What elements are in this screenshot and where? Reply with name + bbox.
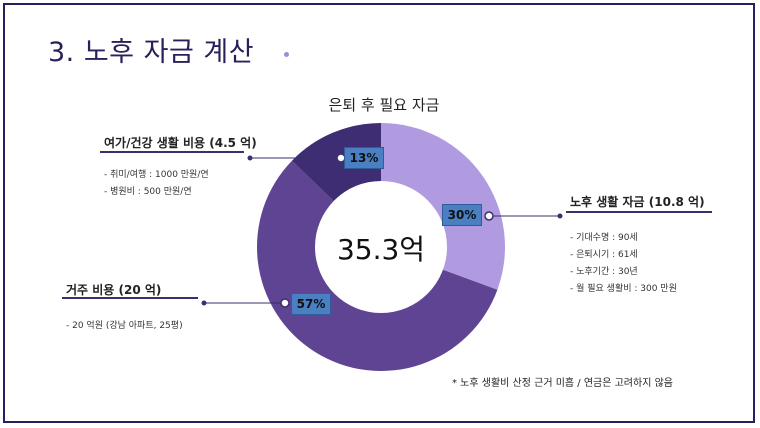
slide-title: 3. 노후 자금 계산 bbox=[48, 37, 255, 68]
donut-hole bbox=[315, 181, 447, 313]
bullet-retirement-period: - 노후기간 : 30년 bbox=[570, 267, 638, 277]
bullet-retirement-age: - 은퇴시기 : 61세 bbox=[570, 250, 638, 260]
bullet-retirement-monthly: - 월 필요 생활비 : 300 만원 bbox=[570, 284, 677, 294]
bullet-leisure-hobby: - 취미/여행 : 1000 만원/연 bbox=[104, 170, 209, 180]
group-title-leisure: 여가/건강 생활 비용 (4.5 억) bbox=[104, 136, 257, 150]
bullet-housing-apartment: - 20 억원 (강남 아파트, 25평) bbox=[66, 321, 183, 331]
bullet-retirement-lifespan: - 기대수명 : 90세 bbox=[570, 233, 638, 243]
footnote: * 노후 생활비 산정 근거 미흡 / 연금은 고려하지 않음 bbox=[452, 378, 673, 389]
slide-frame bbox=[3, 3, 755, 423]
title-accent-dot bbox=[284, 52, 289, 57]
group-title-housing: 거주 비용 (20 억) bbox=[66, 283, 162, 297]
connector-retirement bbox=[484, 211, 712, 221]
connector-housing bbox=[62, 297, 290, 308]
slice-label-leisure: 13% bbox=[344, 147, 384, 169]
chart-title: 은퇴 후 필요 자금 bbox=[328, 96, 440, 114]
slice-label-retirement: 30% bbox=[442, 204, 482, 226]
connector-leisure bbox=[100, 151, 346, 163]
bullet-leisure-hospital: - 병원비 : 500 만원/연 bbox=[104, 187, 192, 197]
donut-center-total: 35.3억 bbox=[336, 233, 426, 266]
group-title-retirement: 노후 생활 자금 (10.8 억) bbox=[570, 195, 705, 209]
slice-label-housing: 57% bbox=[291, 293, 331, 315]
